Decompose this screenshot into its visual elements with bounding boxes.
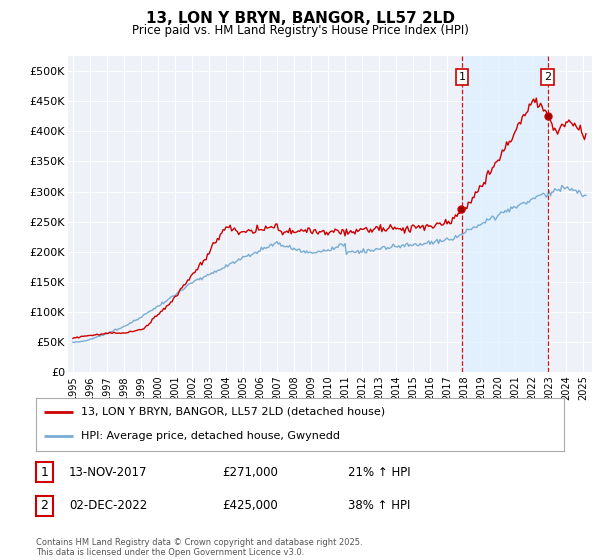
Text: 13, LON Y BRYN, BANGOR, LL57 2LD: 13, LON Y BRYN, BANGOR, LL57 2LD: [146, 11, 455, 26]
Text: £425,000: £425,000: [222, 499, 278, 512]
Text: 21% ↑ HPI: 21% ↑ HPI: [348, 465, 410, 479]
Text: 1: 1: [40, 465, 49, 479]
Text: 02-DEC-2022: 02-DEC-2022: [69, 499, 147, 512]
Text: 38% ↑ HPI: 38% ↑ HPI: [348, 499, 410, 512]
Text: 13, LON Y BRYN, BANGOR, LL57 2LD (detached house): 13, LON Y BRYN, BANGOR, LL57 2LD (detach…: [81, 407, 385, 417]
Text: 2: 2: [544, 72, 551, 82]
Text: HPI: Average price, detached house, Gwynedd: HPI: Average price, detached house, Gwyn…: [81, 431, 340, 441]
Bar: [462, 56, 548, 372]
Text: 1: 1: [458, 72, 466, 82]
Text: Contains HM Land Registry data © Crown copyright and database right 2025.
This d: Contains HM Land Registry data © Crown c…: [36, 538, 362, 557]
Text: £271,000: £271,000: [222, 465, 278, 479]
Text: Price paid vs. HM Land Registry's House Price Index (HPI): Price paid vs. HM Land Registry's House …: [131, 24, 469, 36]
Text: 2: 2: [40, 499, 49, 512]
Text: 13-NOV-2017: 13-NOV-2017: [69, 465, 148, 479]
